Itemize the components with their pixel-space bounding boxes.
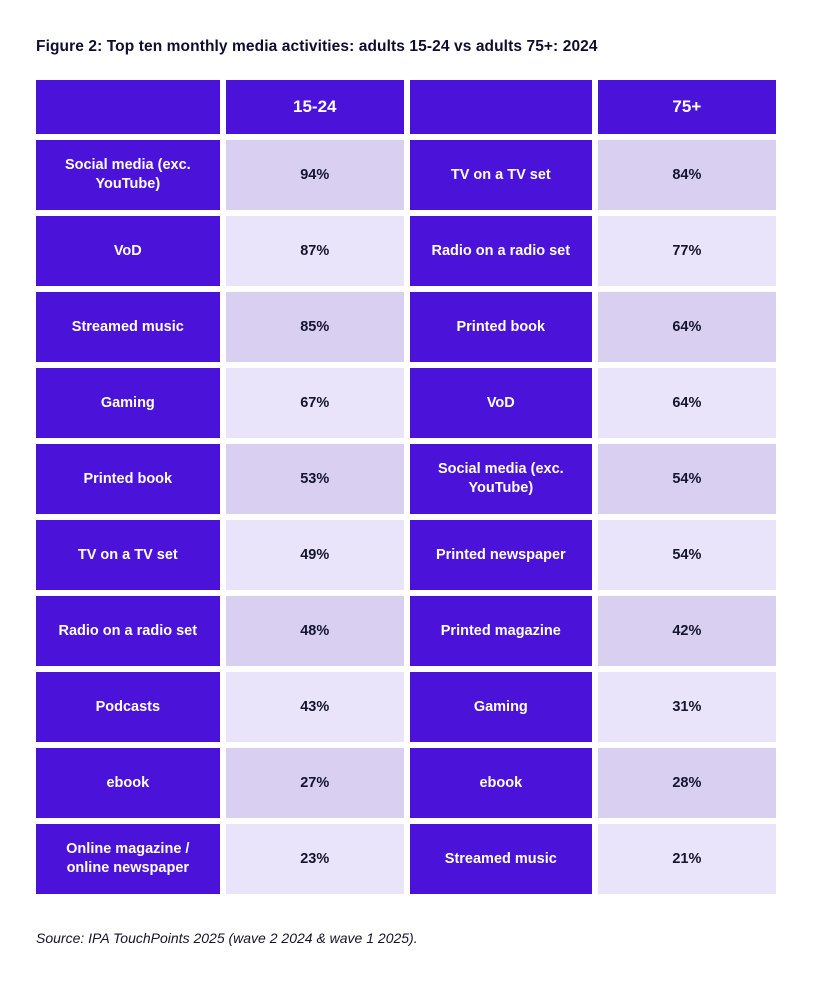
activity-label-75plus: Printed newspaper [409, 520, 592, 590]
activity-label-15-24: TV on a TV set [36, 520, 220, 590]
activity-value-15-24: 49% [225, 520, 404, 590]
activity-value-75plus: 31% [597, 672, 776, 742]
activity-value-15-24: 87% [225, 216, 404, 286]
activity-value-15-24: 48% [225, 596, 404, 666]
activity-value-75plus: 64% [597, 368, 776, 438]
activity-label-75plus: Social media (exc. YouTube) [409, 444, 592, 514]
header-group-15-24: 15-24 [225, 80, 404, 134]
figure-title: Figure 2: Top ten monthly media activiti… [36, 38, 598, 55]
activity-label-75plus: TV on a TV set [409, 140, 592, 210]
activity-label-15-24: Radio on a radio set [36, 596, 220, 666]
activity-value-75plus: 42% [597, 596, 776, 666]
activity-value-15-24: 85% [225, 292, 404, 362]
activity-label-75plus: Printed book [409, 292, 592, 362]
activity-label-15-24: Printed book [36, 444, 220, 514]
header-blank-left [36, 80, 220, 134]
activity-label-15-24: VoD [36, 216, 220, 286]
activity-value-15-24: 43% [225, 672, 404, 742]
media-activities-table: 15-24 75+ Social media (exc. YouTube) 94… [36, 80, 776, 894]
activity-value-75plus: 64% [597, 292, 776, 362]
activity-value-75plus: 21% [597, 824, 776, 894]
activity-label-15-24: Gaming [36, 368, 220, 438]
activity-label-75plus: Streamed music [409, 824, 592, 894]
activity-label-75plus: VoD [409, 368, 592, 438]
activity-value-15-24: 94% [225, 140, 404, 210]
activity-label-15-24: Podcasts [36, 672, 220, 742]
activity-label-15-24: ebook [36, 748, 220, 818]
activity-label-75plus: Radio on a radio set [409, 216, 592, 286]
activity-label-75plus: Printed magazine [409, 596, 592, 666]
header-group-75plus: 75+ [597, 80, 776, 134]
activity-value-15-24: 27% [225, 748, 404, 818]
activity-value-75plus: 54% [597, 444, 776, 514]
header-blank-right [409, 80, 592, 134]
activity-value-15-24: 23% [225, 824, 404, 894]
activity-label-15-24: Online magazine / online newspaper [36, 824, 220, 894]
activity-value-75plus: 28% [597, 748, 776, 818]
activity-label-15-24: Streamed music [36, 292, 220, 362]
activity-value-75plus: 77% [597, 216, 776, 286]
source-note: Source: IPA TouchPoints 2025 (wave 2 202… [36, 930, 418, 946]
activity-value-75plus: 54% [597, 520, 776, 590]
activity-value-15-24: 67% [225, 368, 404, 438]
activity-label-75plus: ebook [409, 748, 592, 818]
activity-label-75plus: Gaming [409, 672, 592, 742]
activity-value-15-24: 53% [225, 444, 404, 514]
activity-value-75plus: 84% [597, 140, 776, 210]
activity-label-15-24: Social media (exc. YouTube) [36, 140, 220, 210]
